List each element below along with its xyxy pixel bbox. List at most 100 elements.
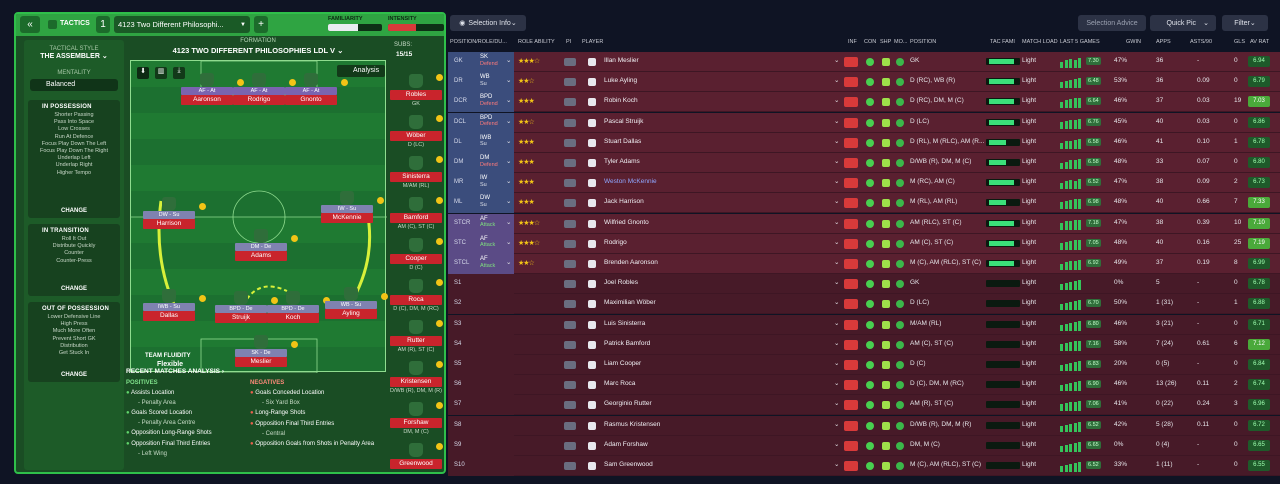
chevron-down-icon[interactable]: ⌄ [834, 238, 840, 246]
position-role-cell[interactable]: S6 [448, 375, 514, 396]
chevron-down-icon[interactable]: ⌄ [506, 117, 512, 125]
column-header[interactable]: SHP [880, 39, 892, 45]
instruction-icon[interactable] [564, 401, 576, 410]
player-row[interactable]: S6 Marc Roca ⌄ D (C), DM, M (RC) Light 6.90 46… [448, 375, 1280, 396]
chevron-down-icon[interactable]: ⌄ [506, 198, 512, 206]
player-name[interactable]: Maximilian Wöber [604, 299, 656, 307]
instruction-icon[interactable] [564, 300, 576, 309]
chevron-down-icon[interactable]: ⌄ [834, 198, 840, 206]
chevron-down-icon[interactable]: ⌄ [834, 299, 840, 307]
column-header[interactable]: MO... [894, 39, 908, 45]
pitch-player[interactable]: AF - At Gnonto [285, 87, 337, 105]
chevron-down-icon[interactable]: ⌄ [506, 97, 512, 105]
player-row[interactable]: STCR AF Attack ⌄ ★★★☆ Wilfried Gnonto ⌄ AM (RLC… [448, 213, 1280, 234]
change-out-of-possession-button[interactable]: CHANGE [60, 372, 87, 378]
chevron-down-icon[interactable]: ⌄ [506, 137, 512, 145]
column-header[interactable]: PLAYER [582, 39, 604, 45]
selection-advice-button[interactable]: Selection Advice [1078, 15, 1146, 31]
chevron-down-icon[interactable]: ⌄ [506, 57, 512, 64]
position-role-cell[interactable]: S7 [448, 395, 514, 416]
column-header[interactable]: GWIN [1126, 39, 1141, 45]
player-row[interactable]: STCL AF Attack ⌄ ★★☆ Brenden Aaronson ⌄ M (C), … [448, 254, 1280, 274]
player-name[interactable]: Stuart Dallas [604, 137, 642, 145]
instruction-icon[interactable] [564, 239, 576, 248]
player-row[interactable]: ML DW Su ⌄ ★★★ Jack Harrison ⌄ M (RL), AM (RL) L… [448, 193, 1280, 214]
column-header[interactable]: ROLE ABILITY [518, 39, 555, 45]
instruction-icon[interactable] [564, 260, 576, 268]
column-header[interactable]: MATCH LOAD [1022, 39, 1058, 45]
pitch-player[interactable]: IW - Su McKennie [321, 205, 373, 223]
quick-pick-dropdown[interactable]: ⌄ [1196, 15, 1216, 31]
player-row[interactable]: S1 Joel Robles ⌄ GK Light 0% 5 - 0 6.78 [448, 274, 1280, 295]
player-name[interactable]: Luis Sinisterra [604, 319, 646, 327]
chevron-down-icon[interactable]: ⌄ [506, 158, 512, 165]
chevron-down-icon[interactable]: ⌄ [834, 339, 840, 347]
chevron-down-icon[interactable]: ⌄ [834, 57, 840, 64]
recent-matches-link[interactable]: RECENT MATCHES ANALYSIS › [126, 368, 225, 375]
instruction-icon[interactable] [564, 118, 576, 127]
chevron-down-icon[interactable]: ⌄ [506, 259, 512, 266]
player-row[interactable]: S5 Liam Cooper ⌄ D (C) Light 6.83 20% 0 (5) - 0 6.… [448, 355, 1280, 375]
pitch-player[interactable]: BPD - De Koch [267, 305, 319, 323]
instruction-icon[interactable] [564, 441, 576, 450]
position-role-cell[interactable]: S3 [448, 314, 514, 335]
chevron-down-icon[interactable]: ⌄ [506, 77, 512, 85]
player-name[interactable]: Brenden Aaronson [604, 259, 658, 266]
chevron-down-icon[interactable]: ⌄ [834, 400, 840, 408]
column-header[interactable]: PI [566, 39, 572, 45]
instruction-icon[interactable] [564, 78, 576, 87]
sub-player[interactable]: Roca D (C), DM, M (RC) [390, 295, 442, 313]
player-name[interactable]: Wilfried Gnonto [604, 218, 649, 226]
column-header[interactable]: POSITION/ROLE/DU... [450, 39, 507, 45]
instruction-icon[interactable] [564, 361, 576, 369]
chevron-down-icon[interactable]: ⌄ [834, 218, 840, 226]
instruction-icon[interactable] [564, 179, 576, 188]
instruction-icon[interactable] [564, 320, 576, 329]
column-header[interactable]: APPS [1156, 39, 1171, 45]
instruction-icon[interactable] [564, 138, 576, 147]
chevron-down-icon[interactable]: ⌄ [506, 238, 512, 246]
player-name[interactable]: Joel Robles [604, 279, 638, 287]
position-role-cell[interactable]: S1 [448, 274, 514, 295]
chevron-down-icon[interactable]: ⌄ [834, 158, 840, 165]
pitch-player[interactable]: DW - Su Harrison [143, 211, 195, 229]
player-row[interactable]: S10 Sam Greenwood ⌄ M (C), AM (RLC), ST (C)… [448, 456, 1280, 476]
player-row[interactable]: S7 Georginio Rutter ⌄ AM (R), ST (C) Light 7.… [448, 395, 1280, 416]
player-name[interactable]: Georginio Rutter [604, 400, 652, 408]
chevron-down-icon[interactable]: ⌄ [834, 279, 840, 287]
sub-player[interactable]: Wöber D (LC) [390, 131, 442, 149]
instruction-icon[interactable] [564, 199, 576, 208]
player-row[interactable]: DCR BPD Defend ⌄ ★★★ Robin Koch ⌄ D (RC), DM, M… [448, 92, 1280, 113]
player-name[interactable]: Tyler Adams [604, 158, 640, 165]
column-header[interactable]: TAC FAMI [990, 39, 1015, 45]
position-role-cell[interactable]: DCL BPD Defend ⌄ [448, 112, 514, 133]
download-icon[interactable]: ⤓ [173, 67, 185, 79]
chevron-down-icon[interactable]: ⌄ [834, 440, 840, 448]
column-header[interactable]: ASTS/90 [1190, 39, 1213, 45]
player-name[interactable]: Rodrigo [604, 238, 627, 246]
instruction-icon[interactable] [564, 98, 576, 107]
sub-player[interactable]: Sinisterra M/AM (RL) [390, 172, 442, 190]
sub-player[interactable]: Forshaw DM, M (C) [390, 418, 442, 436]
chevron-down-icon[interactable]: ⌄ [834, 259, 840, 266]
position-role-cell[interactable]: S8 [448, 415, 514, 436]
position-role-cell[interactable]: MR IW Su ⌄ [448, 173, 514, 194]
position-role-cell[interactable]: DCR BPD Defend ⌄ [448, 92, 514, 113]
chevron-down-icon[interactable]: ⌄ [834, 461, 840, 468]
analysis-button[interactable]: Analysis [337, 65, 385, 77]
position-role-cell[interactable]: STC AF Attack ⌄ [448, 233, 514, 254]
player-name[interactable]: Marc Roca [604, 380, 636, 388]
position-role-cell[interactable]: S9 [448, 435, 514, 456]
player-name[interactable]: Illan Meslier [604, 57, 639, 64]
position-role-cell[interactable]: DR WB Su ⌄ [448, 72, 514, 93]
tactic-select[interactable]: 4123 Two Different Philosophi... ▼ [114, 16, 250, 33]
instruction-icon[interactable] [564, 280, 576, 289]
chevron-down-icon[interactable]: ⌄ [834, 420, 840, 428]
player-name[interactable]: Adam Forshaw [604, 440, 648, 448]
stats-icon[interactable]: ▥ [155, 67, 167, 79]
player-row[interactable]: DL IWB Su ⌄ ★★★ Stuart Dallas ⌄ D (RL), M (RLC)… [448, 132, 1280, 153]
player-row[interactable]: MR IW Su ⌄ ★★★ Weston McKennie ⌄ M (RC), AM (C)… [448, 173, 1280, 194]
player-name[interactable]: Robin Koch [604, 97, 638, 105]
formation-name[interactable]: 4123 TWO DIFFERENT PHILOSOPHIES LDL V ⌄ [172, 46, 344, 55]
player-row[interactable]: S2 Maximilian Wöber ⌄ D (LC) Light 6.70 50% 1 (… [448, 294, 1280, 315]
